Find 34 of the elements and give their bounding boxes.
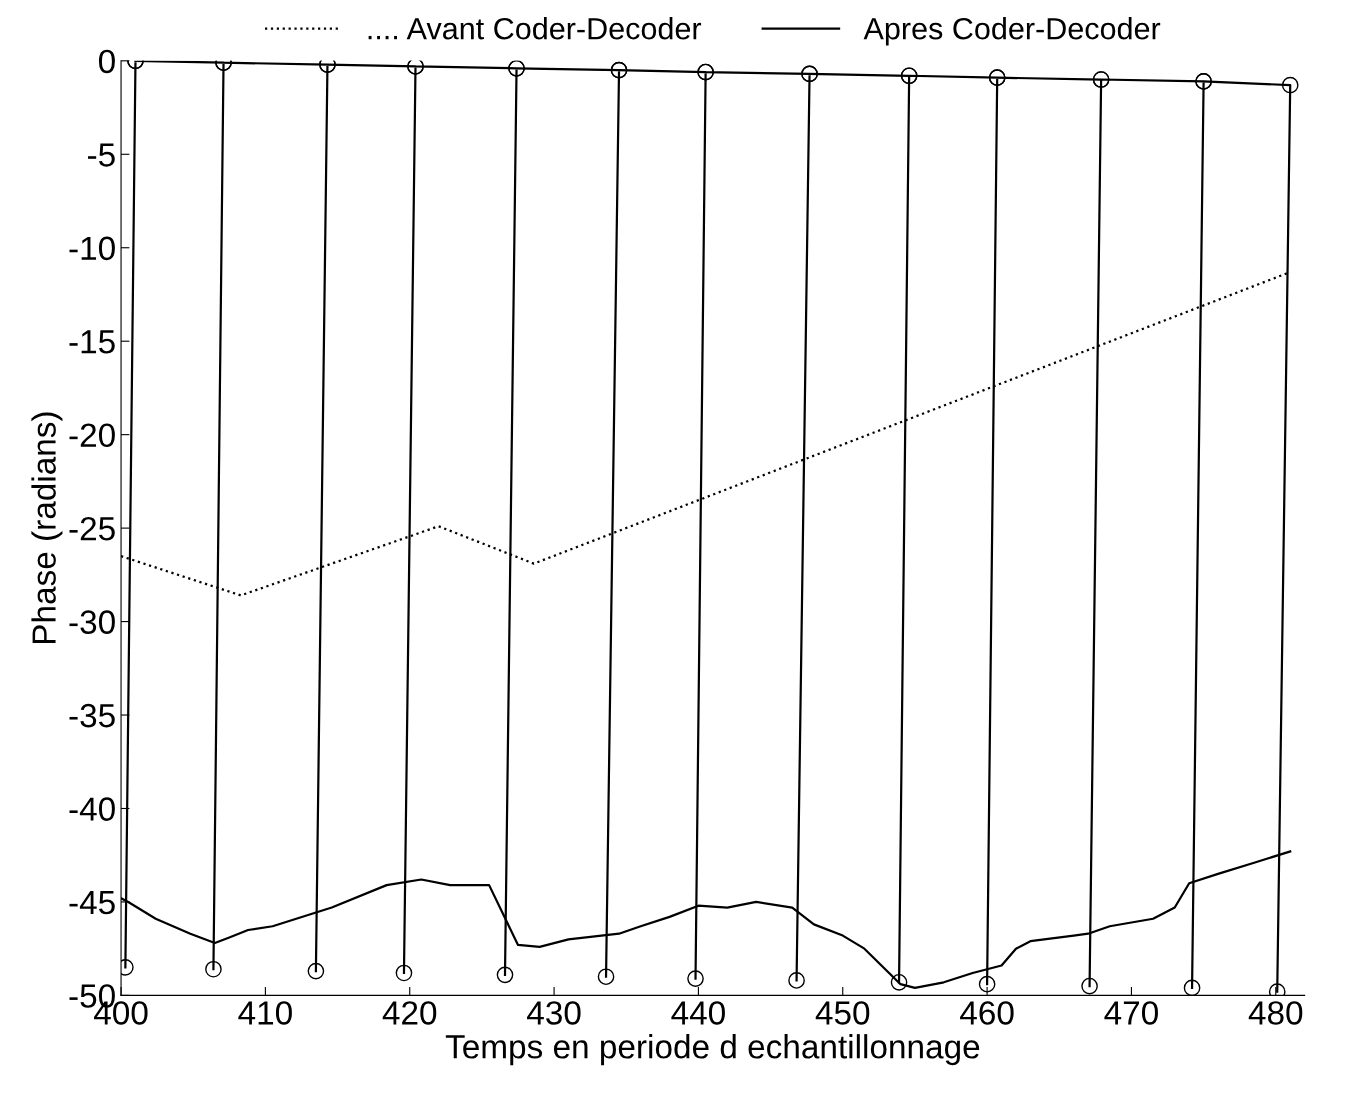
y-tick-label: -10 [69,236,115,261]
legend-label: .... Avant Coder-Decoder [368,17,702,40]
point [496,966,514,984]
x-tick-label: 450 [815,1001,870,1025]
point [890,973,908,991]
point [597,968,615,986]
point [1081,977,1098,995]
x-tick-label: 430 [527,1001,581,1025]
x-tick-label: 460 [960,1001,1014,1025]
legend-label: Apres Coder-Decoder [863,17,1161,46]
point [205,960,222,978]
point [307,962,325,980]
x-tick-label: 480 [1248,1001,1303,1025]
y-tick-label: -40 [69,797,115,821]
point [1183,979,1201,996]
y-tick-label: -25 [69,516,115,541]
point [395,964,413,982]
y-tick-label: -45 [69,891,115,915]
x-tick-label: 440 [671,1001,725,1025]
point [687,970,704,987]
x-tick-label: 410 [238,1001,292,1025]
y-tick-label: -5 [88,143,115,167]
y-tick-label: -15 [69,330,115,354]
y-tick-label: 0 [98,49,115,74]
x-tick-label: 470 [1104,1001,1158,1025]
point [788,972,805,989]
y-tick-label: -30 [69,610,115,634]
point [978,975,996,993]
y-tick-label: -20 [69,423,115,448]
y-tick-label: -35 [69,703,115,728]
y-axis-title: Phase (radians) [31,412,63,644]
x-axis-title: Temps en periode d echantillonnage [445,1034,980,1066]
point [1281,76,1299,94]
x-tick-label: 420 [382,1001,437,1025]
